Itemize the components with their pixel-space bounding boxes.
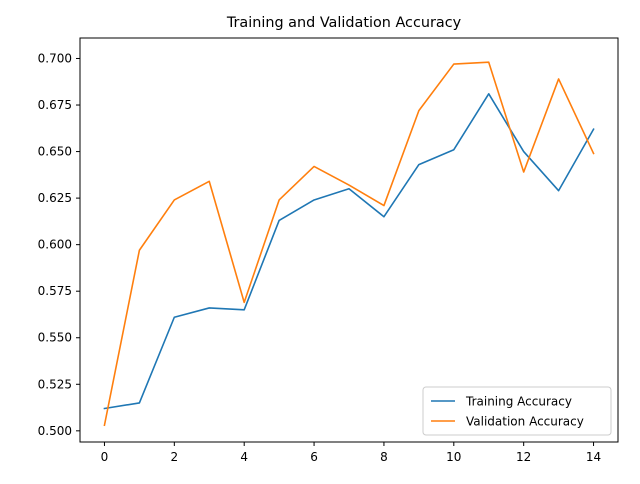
y-tick-label: 0.500 <box>38 424 72 438</box>
y-tick-label: 0.675 <box>38 98 72 112</box>
x-tick-label: 14 <box>586 450 601 464</box>
series-line-validation-accuracy <box>103 61 595 427</box>
y-tick-label: 0.550 <box>38 331 72 345</box>
legend-box <box>422 386 612 436</box>
x-tick-label: 10 <box>446 450 461 464</box>
y-tick-label: 0.525 <box>38 377 72 391</box>
legend: Training Accuracy Validation Accuracy <box>422 386 612 436</box>
x-tick-label: 0 <box>101 450 109 464</box>
x-tick-label: 6 <box>310 450 318 464</box>
axes-frame <box>79 37 619 443</box>
chart-title: Training and Validation Accuracy <box>226 15 462 31</box>
y-tick-label: 0.575 <box>38 284 72 298</box>
y-tick-label: 0.600 <box>38 238 72 252</box>
plot-area: 0 2 4 6 8 10 12 14 0.500 0.525 0.550 0.575 0.600 0.62… <box>38 37 619 464</box>
series-line-training-accuracy <box>103 93 595 410</box>
legend-label: Validation Accuracy <box>466 415 584 429</box>
y-tick-label: 0.625 <box>38 191 72 205</box>
legend-label: Training Accuracy <box>465 395 572 409</box>
x-tick-label: 2 <box>171 450 179 464</box>
x-tick-label: 4 <box>240 450 248 464</box>
y-tick-label: 0.700 <box>38 51 72 65</box>
y-tick-label: 0.650 <box>38 145 72 159</box>
x-tick-label: 12 <box>516 450 531 464</box>
x-tick-label: 8 <box>380 450 388 464</box>
